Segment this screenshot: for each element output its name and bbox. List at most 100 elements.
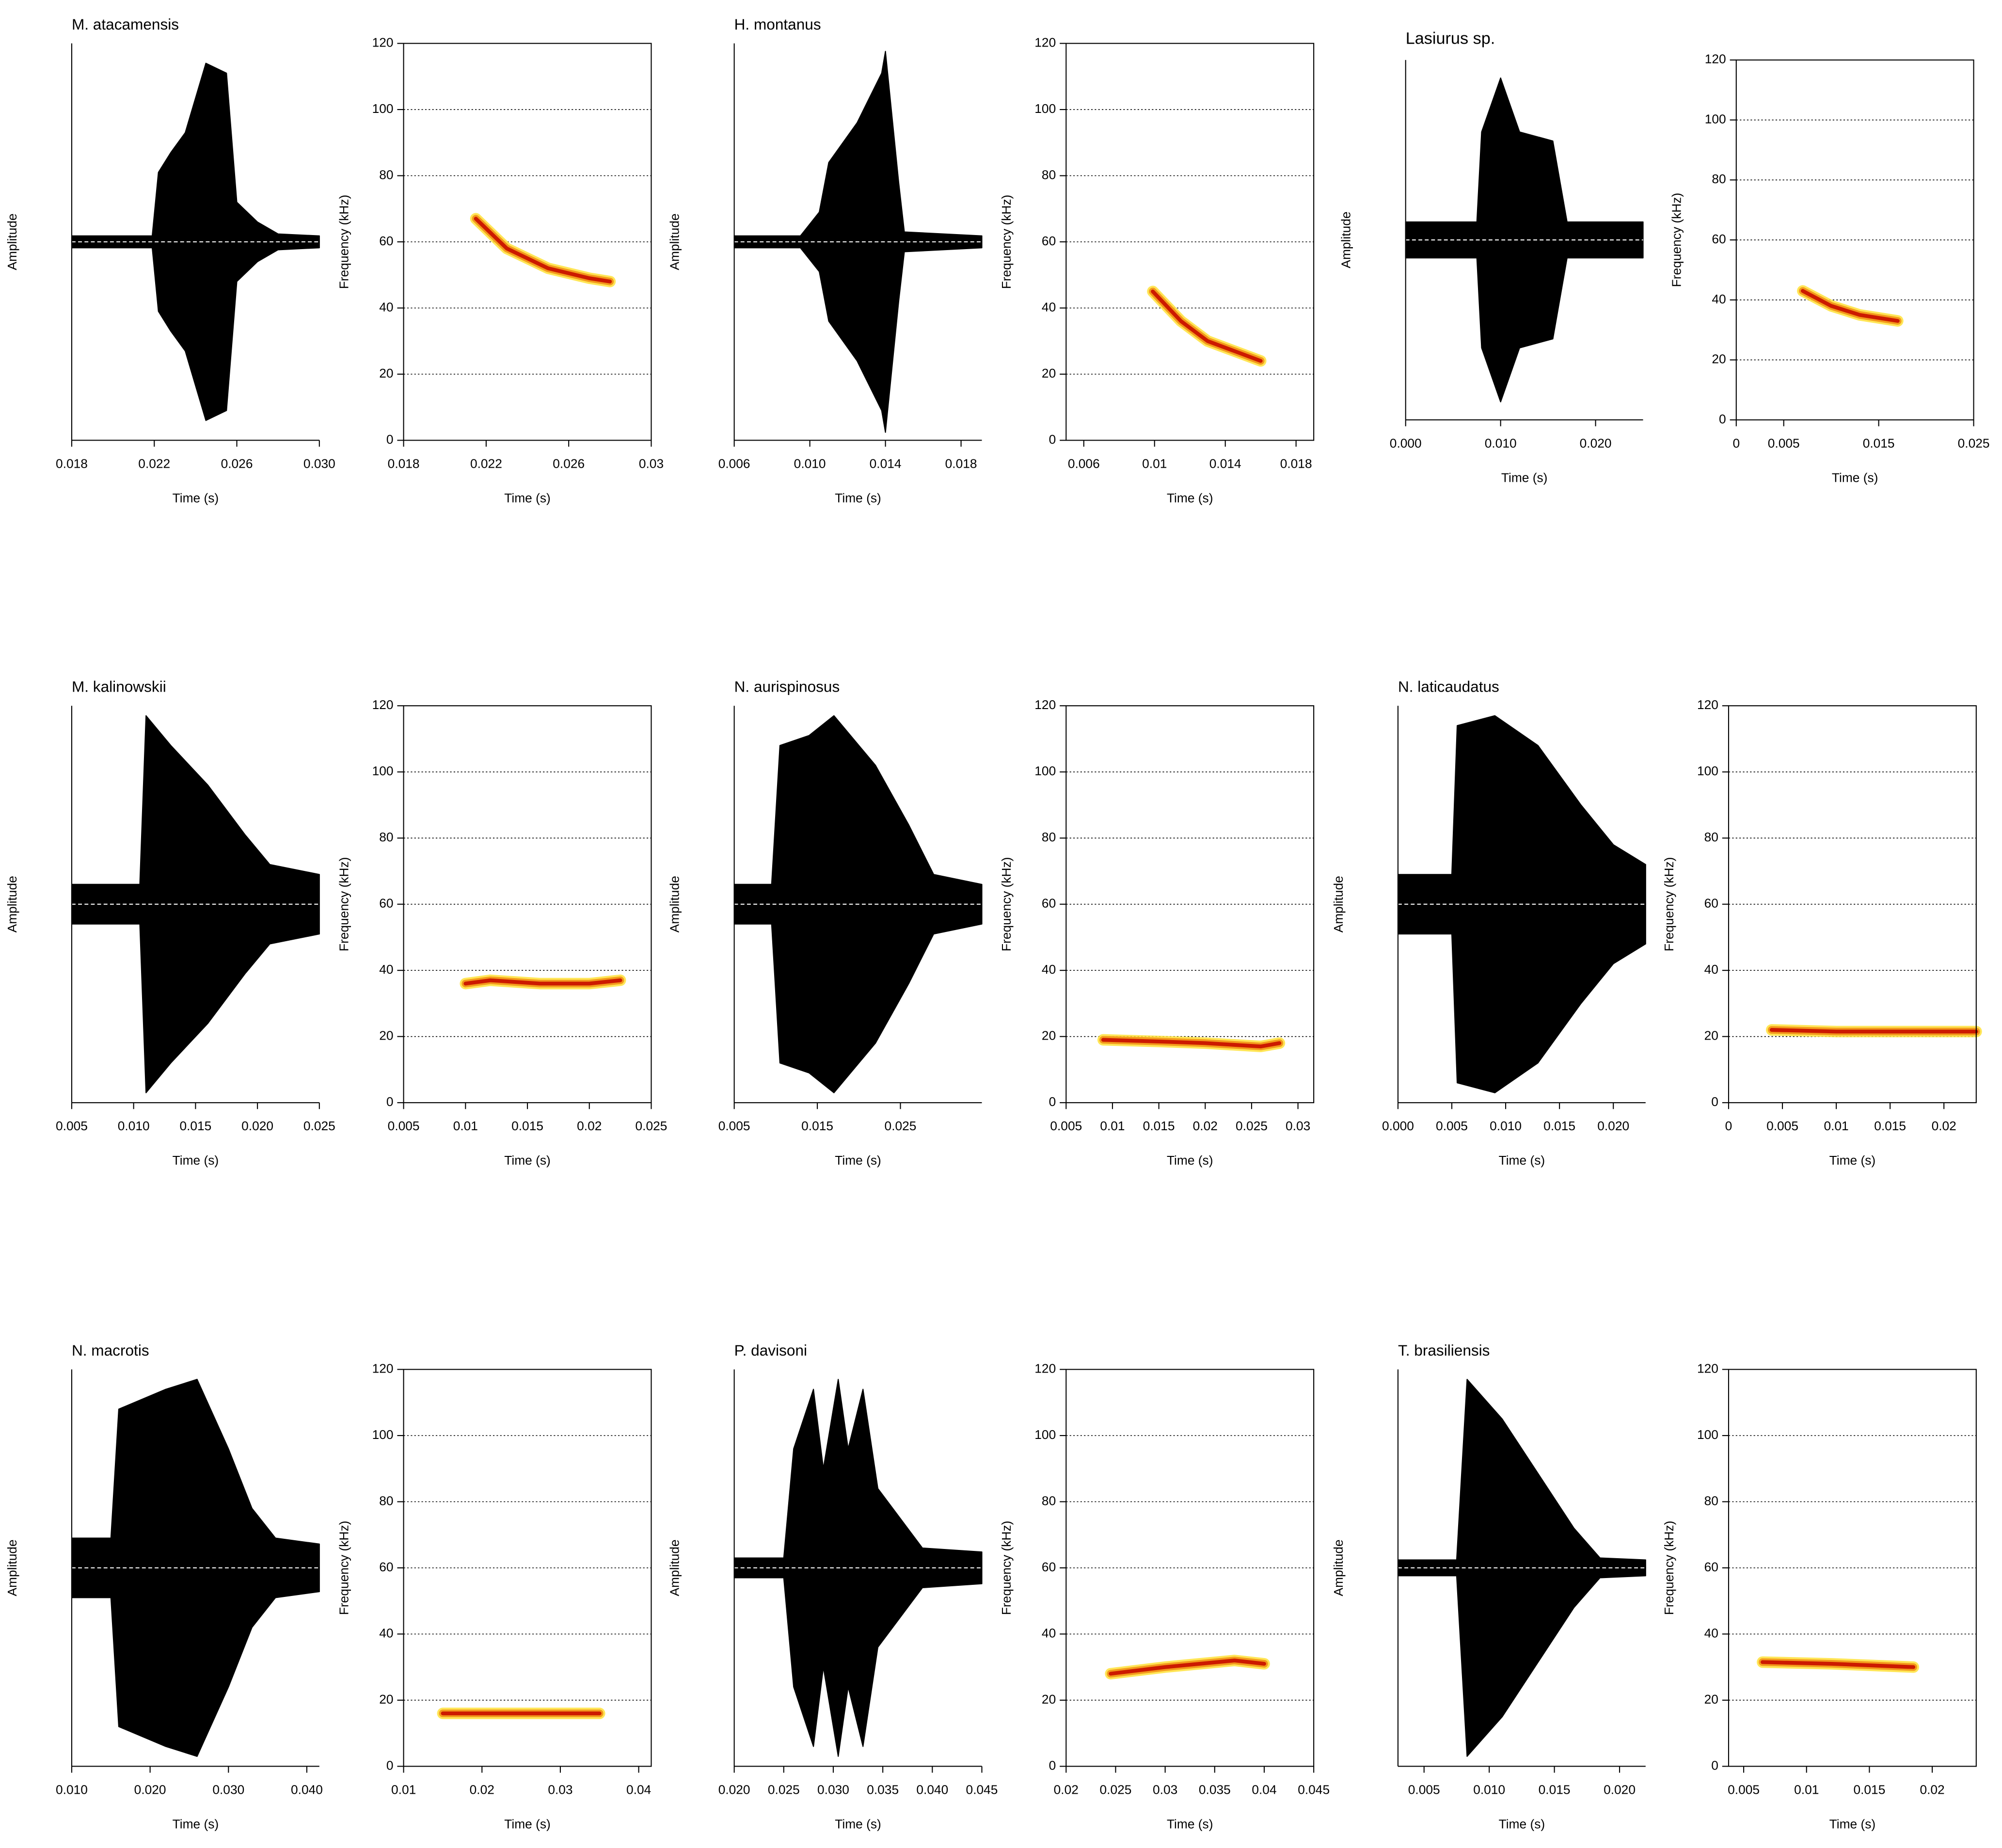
x-tick-label: 0.010 [1485, 436, 1517, 450]
x-tick-label: 0.025 [768, 1782, 800, 1797]
x-tick-label: 0.01 [1824, 1119, 1848, 1133]
x-tick-label: 0.014 [870, 456, 902, 471]
y-tick-label: 120 [1034, 1361, 1056, 1375]
x-tick-label: 0.018 [388, 456, 420, 471]
y-tick-label: 80 [1042, 830, 1056, 844]
y-tick-label: 80 [1704, 1493, 1718, 1508]
x-tick-label: 0.022 [470, 456, 502, 471]
x-tick-label: 0.01 [1794, 1782, 1819, 1797]
x-tick-label: 0.030 [212, 1782, 244, 1797]
spectrogram-trace [1109, 1658, 1266, 1676]
y-tick-label: 100 [1697, 764, 1718, 778]
spectrogram-panel: Frequency (kHz) Time (s) 0.005 0.01 0.015 0.0… [1662, 1361, 1977, 1832]
x-tick-label: 0.018 [1280, 456, 1312, 471]
spectrogram-trace [1151, 289, 1263, 363]
spectrogram-panel: Frequency (kHz) Time (s) 0.02 0.025 0.03 0.03… [999, 1361, 1330, 1831]
y-tick-label: 40 [1042, 1626, 1056, 1640]
y-axis-label: Frequency (kHz) [1662, 1521, 1676, 1615]
x-tick-label: 0 [1732, 436, 1740, 450]
y-axis-label: Frequency (kHz) [1669, 193, 1684, 287]
x-tick-label: 0.01 [391, 1782, 416, 1797]
waveform-upper [733, 715, 983, 905]
y-tick-label: 20 [379, 366, 393, 380]
y-axis-label: Amplitude [5, 213, 19, 270]
y-tick-label: 120 [1697, 1361, 1718, 1375]
y-tick-label: 80 [1042, 167, 1056, 182]
y-tick-label: 60 [1712, 232, 1726, 246]
x-tick-label: 0.005 [1408, 1782, 1440, 1797]
x-tick-label: 0.03 [1286, 1119, 1310, 1133]
x-tick-label: 0.010 [794, 456, 826, 471]
y-tick-label: 0 [1719, 411, 1726, 426]
x-axis-label: Time (s) [504, 1817, 551, 1832]
waveform-lower [1405, 239, 1644, 403]
x-axis-label: Time (s) [173, 1817, 219, 1832]
y-axis-label: Frequency (kHz) [336, 857, 351, 951]
waveform-panel: M. atacamensis Amplitude Time (s) 0.018 0.02… [5, 16, 335, 505]
waveform-upper [71, 63, 320, 243]
x-tick-label: 0.040 [291, 1782, 323, 1797]
y-tick-label: 60 [1704, 1560, 1718, 1574]
y-tick-label: 40 [1712, 292, 1726, 306]
plot-frame [1735, 59, 1974, 421]
waveform-lower [733, 903, 983, 1093]
x-tick-label: 0.025 [885, 1119, 917, 1133]
y-tick-label: 40 [1042, 300, 1056, 314]
x-tick-label: 0.03 [548, 1782, 572, 1797]
y-tick-label: 20 [1042, 1692, 1056, 1706]
x-tick-label: 0.01 [1142, 456, 1167, 471]
spectrogram-trace [1761, 1660, 1916, 1669]
y-tick-label: 80 [379, 167, 393, 182]
x-axis-label: Time (s) [173, 1153, 219, 1168]
panel-title: M. kalinowskii [72, 678, 166, 695]
y-axis-label: Frequency (kHz) [336, 1521, 351, 1615]
panel-title: N. laticaudatus [1398, 678, 1499, 695]
spectrogram-trace [463, 978, 622, 986]
x-tick-label: 0.010 [118, 1119, 150, 1133]
x-tick-label: 0.025 [303, 1119, 335, 1133]
waveform-panel: N. laticaudatus Amplitude Time (s) 0.000 0.0… [1331, 678, 1646, 1168]
spectrogram-panel: Frequency (kHz) Time (s) 0 0.005 0.015 0.025 0… [1669, 52, 1990, 485]
x-tick-label: 0.000 [1390, 436, 1422, 450]
waveform-lower [1397, 1567, 1646, 1757]
y-axis-label: Frequency (kHz) [999, 195, 1014, 289]
y-axis-label: Frequency (kHz) [999, 857, 1014, 951]
x-tick-label: 0.045 [1298, 1782, 1330, 1797]
x-tick-label: 0.005 [388, 1119, 420, 1133]
x-axis-label: Time (s) [173, 491, 219, 505]
x-tick-label: 0.01 [453, 1119, 478, 1133]
x-tick-label: 0.02 [1920, 1782, 1944, 1797]
waveform-upper [733, 1378, 983, 1569]
spectrogram-panel: Frequency (kHz) Time (s) 0.006 0.01 0.014 0.0… [999, 35, 1315, 505]
x-tick-label: 0.018 [56, 456, 88, 471]
waveform-panel: Lasiurus sp. Amplitude Time (s) 0.000 0.010 0… [1339, 30, 1644, 485]
x-tick-label: 0.03 [639, 456, 664, 471]
x-tick-label: 0.03 [1153, 1782, 1177, 1797]
x-tick-label: 0.015 [1863, 436, 1895, 450]
y-tick-label: 100 [372, 1427, 394, 1442]
x-tick-label: 0.005 [56, 1119, 88, 1133]
x-tick-label: 0.005 [1728, 1782, 1760, 1797]
y-tick-label: 60 [379, 1560, 393, 1574]
x-tick-label: 0 [1725, 1119, 1732, 1133]
spectrogram-trace [1769, 1028, 1978, 1034]
x-tick-label: 0.015 [511, 1119, 543, 1133]
y-tick-label: 40 [1704, 1626, 1718, 1640]
x-tick-label: 0.025 [636, 1119, 667, 1133]
x-tick-label: 0.04 [1252, 1782, 1276, 1797]
y-axis-label: Amplitude [667, 1539, 682, 1596]
y-tick-label: 120 [372, 1361, 394, 1375]
panel-title: H. montanus [734, 16, 821, 33]
panel-title: Lasiurus sp. [1406, 30, 1495, 48]
y-tick-label: 60 [379, 896, 393, 911]
x-tick-label: 0.015 [1143, 1119, 1175, 1133]
x-tick-label: 0.025 [1236, 1119, 1268, 1133]
y-tick-label: 0 [1711, 1094, 1718, 1109]
y-tick-label: 60 [1042, 1560, 1056, 1574]
y-tick-label: 20 [1712, 352, 1726, 366]
y-tick-label: 20 [1704, 1028, 1718, 1043]
x-tick-label: 0.010 [1490, 1119, 1522, 1133]
plot-frame [1065, 705, 1315, 1104]
y-axis-label: Amplitude [667, 213, 682, 270]
